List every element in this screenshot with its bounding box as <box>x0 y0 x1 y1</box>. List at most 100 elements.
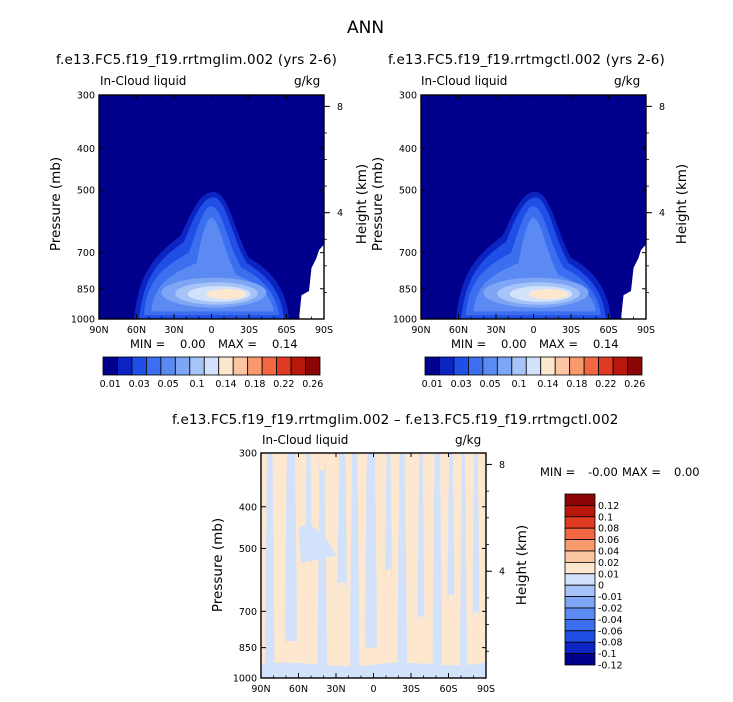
panel2-colorbar-box <box>525 356 542 376</box>
panel3-negative-region <box>472 453 480 618</box>
panel1-y-tick-label: 400 <box>77 144 95 155</box>
panel3-negative-region <box>317 456 327 678</box>
panel1-field-label: In-Cloud liquid <box>100 74 187 88</box>
panel2-colorbar-label: 0.01 <box>422 379 443 390</box>
panel1-colorbar-box <box>174 356 191 376</box>
panel2-colorbar-box <box>598 356 614 376</box>
panel3-colorbar-label: -0.02 <box>598 604 623 615</box>
panel3-negative-region <box>397 453 407 678</box>
panel3-colorbar-box <box>564 641 596 655</box>
panel3-max-label: MAX = <box>622 465 661 479</box>
panel2-colorbar-label: 0.03 <box>451 379 472 390</box>
panel3-colorbar-box <box>564 596 596 609</box>
panel2-colorbar-box <box>424 356 440 376</box>
panel1-colorbar-box <box>218 356 234 376</box>
panel2-colorbar-box <box>453 356 469 376</box>
panel3-negative-region <box>460 453 467 678</box>
panel1-colorbar-box <box>203 356 220 376</box>
panel3-negative-region <box>261 662 486 678</box>
panel3-negative-region <box>432 453 442 678</box>
panel3-colorbar-box <box>564 562 596 575</box>
panel3-y-tick-label: 850 <box>239 643 257 654</box>
panel1-x-tick-label: 0 <box>208 325 214 336</box>
panel2-title: f.e13.FC5.f19_f19.rrtmgctl.002 (yrs 2-6) <box>388 52 665 68</box>
panel3-colorbar-label: -0.1 <box>598 649 617 660</box>
panel2-colorbar-box <box>554 356 571 376</box>
panel2-contour-level-8 <box>528 289 569 300</box>
panel2-y-right-tick-label: 8 <box>659 102 665 113</box>
panel1-colorbar-label: 0.03 <box>129 379 150 390</box>
panel3-negative-region <box>447 453 455 603</box>
panel1-colorbar-label: 0.26 <box>302 379 323 390</box>
panel2-y-tick-label: 850 <box>399 284 417 295</box>
panel3-colorbar-label: 0.02 <box>598 558 619 569</box>
panel3-x-tick-label: 30S <box>402 684 420 695</box>
panel2-min-value: 0.00 <box>501 337 527 351</box>
panel2-colorbar-box <box>511 356 527 376</box>
panel3-negative-region <box>265 453 275 678</box>
panel3-max-value: 0.00 <box>674 465 700 479</box>
panel1-colorbar-box <box>189 356 205 376</box>
panel3-colorbar-label: -0.08 <box>598 638 623 649</box>
panel2-colorbar-box <box>540 356 556 376</box>
panel1-min-value: 0.00 <box>180 337 206 351</box>
panel3-colorbar-box <box>564 550 596 563</box>
panel1-colorbar-label: 0.01 <box>100 379 121 390</box>
panel1-min-label: MIN = <box>130 337 166 351</box>
panel3-colorbar-label: -0.12 <box>598 661 623 672</box>
panel1-colorbar-box <box>145 356 162 376</box>
panel2-x-tick-label: 60S <box>599 325 617 336</box>
panel1-colorbar-box <box>247 356 263 376</box>
panel3-x-tick-label: 30N <box>326 684 345 695</box>
panel1-colorbar-box <box>232 356 249 376</box>
panel2-colorbar-box <box>583 356 600 376</box>
panel2-colorbar-box <box>569 356 585 376</box>
panel3-negative-region <box>365 453 377 651</box>
panel3-negative-region <box>285 453 297 645</box>
panel2-field-label: In-Cloud liquid <box>421 74 508 88</box>
page-title: ANN <box>347 18 385 38</box>
panel2-max-value: 0.14 <box>593 337 619 351</box>
panel3-x-tick-label: 90S <box>477 684 495 695</box>
panel3-y-tick-label: 700 <box>239 607 257 618</box>
panel3-colorbar-label: -0.04 <box>598 615 623 626</box>
panel2-y-tick-label: 700 <box>399 248 417 259</box>
panel3-colorbar-label: 0.08 <box>598 524 619 535</box>
panel3-title: f.e13.FC5.f19_f19.rrtmglim.002 – f.e13.F… <box>172 412 619 428</box>
panel3-colorbar-box <box>564 630 596 643</box>
panel3-x-tick-label: 0 <box>370 684 376 695</box>
panel2-colorbar-box <box>496 356 513 376</box>
panel2-colorbar-label: 0.22 <box>595 379 616 390</box>
panel1-colorbar-label: 0.22 <box>273 379 294 390</box>
panel3-y-tick-label: 400 <box>239 502 257 513</box>
panel2-x-tick-label: 60N <box>449 325 468 336</box>
panel3-min-value: -0.00 <box>588 465 618 479</box>
panel3-negative-region <box>385 453 392 581</box>
panel1-topography-mask <box>299 244 324 319</box>
panel2-colorbar-box <box>627 356 643 376</box>
panel1-colorbar-label: 0.18 <box>244 379 265 390</box>
panel1-contour-level-8 <box>206 289 247 300</box>
panel1-x-tick-label: 30S <box>240 325 258 336</box>
panel2-colorbar-box <box>482 356 498 376</box>
panel1-x-tick-label: 60N <box>127 325 146 336</box>
panel2-y-tick-label: 500 <box>399 186 417 197</box>
panel2-colorbar-label: 0.18 <box>566 379 587 390</box>
panel3-colorbar-label: -0.06 <box>598 626 623 637</box>
panel3-x-tick-label: 90N <box>251 684 270 695</box>
panel1-colorbar-box <box>102 356 118 376</box>
panel1-max-value: 0.14 <box>272 337 298 351</box>
panel1-y-right-tick-label: 4 <box>337 208 343 219</box>
panel1-colorbar-box <box>276 356 292 376</box>
panel3-colorbar-box <box>564 607 596 620</box>
panel2-y-tick-label: 300 <box>399 91 417 102</box>
panel3-colorbar-box <box>564 493 596 506</box>
panel3-x-tick-label: 60S <box>439 684 457 695</box>
panel2-x-tick-label: 30S <box>562 325 580 336</box>
panel3-negative-region <box>350 453 360 678</box>
panel2-units-label: g/kg <box>614 74 641 88</box>
panel3-colorbar-box <box>564 573 596 586</box>
panel1-colorbar-box <box>305 356 321 376</box>
panel1-x-tick-label: 60S <box>277 325 295 336</box>
panel2-x-tick-label: 90N <box>411 325 430 336</box>
